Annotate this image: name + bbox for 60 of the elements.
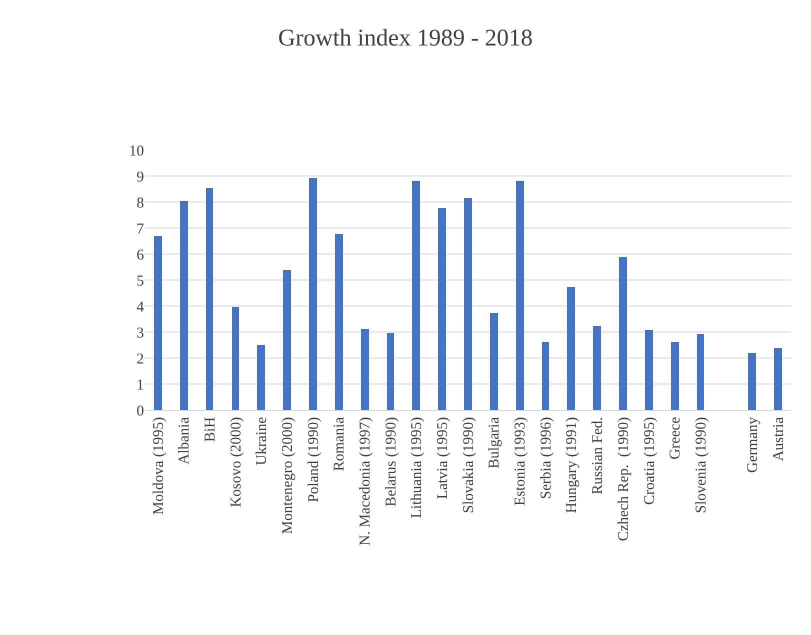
x-tick-label: Lithuania (1995) (409, 417, 426, 518)
bar (180, 201, 188, 410)
x-tick-label: Romania (332, 416, 348, 472)
y-tick-label: 6 (136, 247, 144, 264)
y-tick-label: 2 (136, 351, 144, 368)
y-tick-label: 5 (136, 273, 144, 290)
bar (490, 313, 498, 410)
bar (438, 208, 446, 410)
x-tick-label: Serbia (1996) (538, 416, 554, 500)
bar (671, 342, 679, 410)
x-tick-label: Estonia (1993) (512, 416, 529, 506)
x-tick-label: Montenegro (2000) (280, 417, 296, 534)
x-tick-label: BiH (202, 416, 218, 442)
x-tick-label: Ukraine (254, 416, 270, 466)
x-tick-label: Belarus (1990) (383, 416, 400, 507)
bar (309, 178, 317, 410)
y-tick-label: 10 (129, 143, 144, 160)
bar (361, 329, 369, 410)
y-tick-label: 9 (136, 169, 144, 186)
x-tick-label: Bulgaria (486, 416, 503, 469)
bar (748, 353, 756, 410)
x-tick-label: Slovenia (1990) (693, 416, 710, 514)
x-tick-label: Austria (770, 416, 787, 462)
x-tick-label: Albania (176, 416, 193, 464)
bar (567, 287, 575, 410)
x-tick-label: Moldova (1995) (150, 417, 167, 515)
bar (412, 181, 420, 410)
y-tick-label: 1 (136, 377, 144, 394)
y-tick-label: 0 (136, 403, 144, 420)
bar (257, 345, 265, 410)
x-tick-label: Slovakia (1990) (460, 416, 477, 514)
x-tick-label: Latvia (1995) (435, 417, 452, 500)
y-tick-label: 8 (136, 195, 144, 212)
bar (464, 198, 472, 410)
bar (387, 333, 394, 410)
bar (154, 236, 162, 410)
x-tick-label: Germany (745, 416, 762, 473)
bar (645, 330, 653, 410)
bar (697, 334, 704, 410)
y-tick-label: 4 (136, 299, 144, 316)
bar (619, 257, 627, 410)
bar (542, 342, 549, 410)
y-tick-label: 7 (136, 221, 144, 238)
bar (516, 181, 524, 410)
x-tick-label: N. Macedonia (1997) (358, 417, 374, 546)
bar (206, 188, 213, 410)
bar (593, 326, 601, 410)
bar (335, 234, 343, 410)
x-tick-label: Russian Fed. (590, 417, 606, 495)
bar (774, 348, 782, 410)
x-tick-label: Hungary (1991) (564, 417, 580, 514)
chart-title: Growth index 1989 - 2018 (278, 25, 533, 52)
x-tick-label: Croatia (1995) (642, 416, 658, 505)
x-tick-label: Kosovo (2000) (228, 417, 244, 508)
y-tick-label: 3 (136, 325, 144, 342)
x-tick-label: Czhech Rep. (1990) (616, 417, 632, 542)
bar (232, 307, 239, 410)
x-tick-label: Poland (1990) (306, 417, 322, 502)
bar (283, 270, 291, 410)
x-tick-label: Greece (668, 416, 684, 460)
